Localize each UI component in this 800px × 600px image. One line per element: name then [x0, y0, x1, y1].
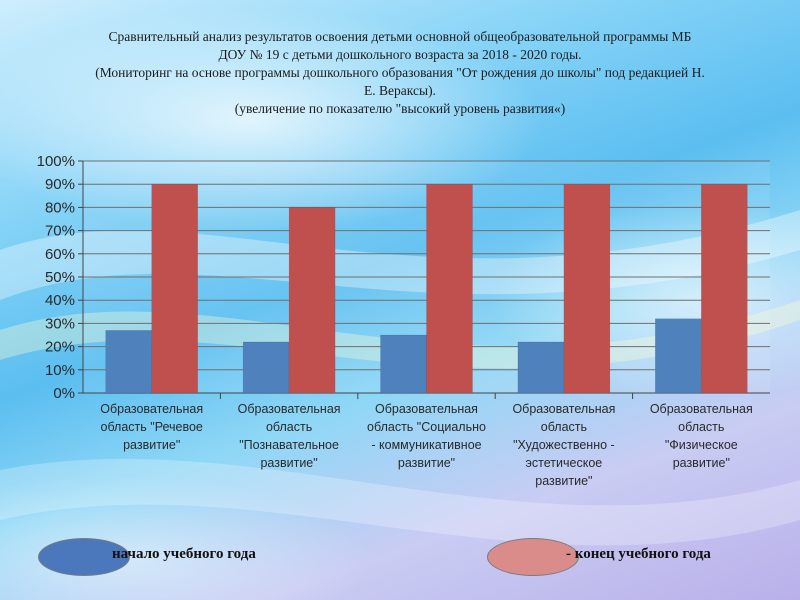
x-category-label-line: Образовательная	[238, 402, 341, 416]
y-tick-label: 60%	[45, 246, 75, 263]
y-tick-label: 50%	[45, 269, 75, 286]
y-tick-label: 30%	[45, 315, 75, 332]
x-category-label-line: "Художественно -	[513, 438, 615, 452]
y-tick-label: 90%	[45, 176, 75, 193]
x-category-label-line: Образовательная	[512, 402, 615, 416]
y-tick-label: 0%	[53, 385, 75, 402]
legend-start-label: начало учебного года	[112, 546, 256, 562]
title-line: ДОУ № 19 с детьми дошкольного возраста з…	[218, 47, 582, 62]
x-category-label-line: область "Речевое	[101, 420, 203, 434]
x-category-label-line: развитие"	[260, 456, 317, 470]
bar-start	[655, 318, 702, 394]
x-category-label-line: развитие"	[398, 456, 455, 470]
bar-start	[105, 330, 152, 394]
bar-start	[517, 341, 565, 394]
bar-start	[380, 334, 427, 394]
y-tick-label: 10%	[45, 362, 75, 379]
bar-end	[426, 183, 473, 394]
x-category-label-line: область	[678, 420, 724, 434]
bar-end	[151, 183, 198, 394]
title-line: Е. Вераксы).	[364, 83, 436, 98]
x-category-label-line: "Познавательное	[239, 438, 339, 452]
title-line: Сравнительный анализ результатов освоени…	[108, 29, 692, 44]
y-tick-label: 100%	[37, 153, 75, 170]
x-category-label-line: развитие"	[673, 456, 730, 470]
x-category-label-line: развитие"	[123, 438, 180, 452]
title-line: (увеличение по показателю "высокий урове…	[234, 101, 566, 116]
y-tick-label: 20%	[45, 339, 75, 356]
title-line: (Мониторинг на основе программы дошкольн…	[95, 65, 705, 80]
x-category-label-line: Образовательная	[375, 402, 478, 416]
x-category-label-line: область	[541, 420, 587, 434]
bar-start	[242, 341, 290, 394]
page-title: Сравнительный анализ результатов освоени…	[40, 28, 760, 118]
x-category-label-line: "Физическое	[665, 438, 738, 452]
bar-end	[701, 183, 748, 394]
y-tick-label: 80%	[45, 199, 75, 216]
x-category-label: Образовательная область "Социально - комму…	[367, 402, 486, 470]
legend-end-label: - конец учебного года	[566, 546, 711, 562]
x-category-label-line: Образовательная	[100, 402, 203, 416]
x-category-label-line: область "Социально	[367, 420, 486, 434]
x-category-label: Образовательная область "Художественно - эс…	[512, 402, 615, 488]
y-tick-label: 70%	[45, 223, 75, 240]
x-category-label: Образовательная область "Физическое развити…	[650, 402, 753, 470]
legend-start-swatch	[38, 538, 130, 576]
y-tick-label: 40%	[45, 292, 75, 309]
bar-end	[563, 183, 611, 394]
x-category-label-line: Образовательная	[650, 402, 753, 416]
x-category-label: Образовательная область "Познавательное раз…	[238, 402, 341, 470]
x-category-label-line: область	[266, 420, 312, 434]
x-category-label-line: - коммуникативное	[371, 438, 481, 452]
x-category-label-line: развитие"	[535, 474, 592, 488]
x-category-label: Образовательная область "Речевое развитие"	[100, 402, 203, 452]
legend-end-swatch	[487, 538, 579, 576]
x-category-label-line: эстетическое	[526, 456, 603, 470]
bar-end	[288, 207, 336, 394]
